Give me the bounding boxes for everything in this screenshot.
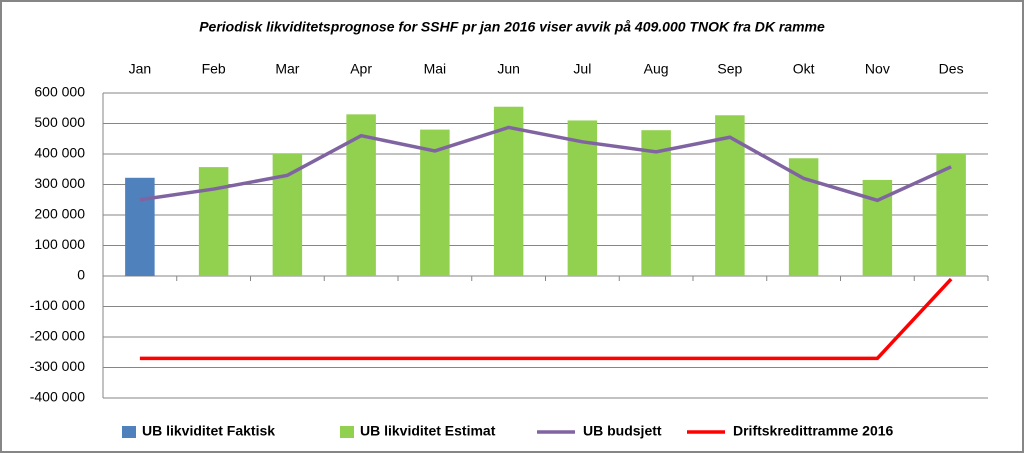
x-tick-label: Okt [793, 61, 815, 77]
bar [198, 167, 229, 276]
y-tick-label: 400 000 [34, 145, 85, 161]
legend-label: UB likviditet Estimat [360, 423, 496, 439]
legend-label: UB likviditet Faktisk [142, 423, 275, 439]
bar [272, 154, 303, 276]
y-tick-label: 600 000 [34, 84, 85, 100]
x-tick-label: Aug [644, 61, 669, 77]
y-tick-label: 100 000 [34, 236, 85, 252]
y-tick-label: 300 000 [34, 175, 85, 191]
x-tick-label: Jun [497, 61, 520, 77]
x-tick-label: Jul [573, 61, 591, 77]
y-tick-label: 200 000 [34, 206, 85, 222]
x-tick-label: Feb [202, 61, 226, 77]
y-tick-label: 500 000 [34, 114, 85, 130]
bar [567, 120, 598, 276]
x-tick-label: Apr [350, 61, 372, 77]
y-tick-label: -200 000 [30, 328, 85, 344]
x-tick-label: Jan [129, 61, 152, 77]
y-tick-label: -400 000 [30, 389, 85, 405]
y-tick-label: -300 000 [30, 358, 85, 374]
bar [788, 158, 819, 276]
legend: UB likviditet Faktisk UB likviditet Estim… [122, 423, 894, 439]
x-tick-label: Des [939, 61, 964, 77]
x-tick-label: Nov [865, 61, 890, 77]
line-series [139, 277, 953, 361]
legend-label: UB budsjett [583, 423, 662, 439]
bar [936, 154, 966, 276]
bar [641, 130, 671, 276]
x-tick-label: Sep [717, 61, 742, 77]
legend-swatch [122, 426, 136, 438]
bar [125, 177, 155, 276]
x-tick-label: Mai [424, 61, 447, 77]
chart-title: Periodisk likviditetsprognose for SSHF p… [199, 19, 825, 35]
y-tick-label: 0 [77, 267, 85, 283]
legend-label: Driftskredittramme 2016 [733, 423, 894, 439]
line-series [139, 125, 952, 203]
bar [420, 129, 450, 276]
bar [493, 106, 524, 276]
y-tick-label: -100 000 [30, 297, 85, 313]
legend-swatch [340, 426, 354, 438]
x-tick-label: Mar [275, 61, 299, 77]
